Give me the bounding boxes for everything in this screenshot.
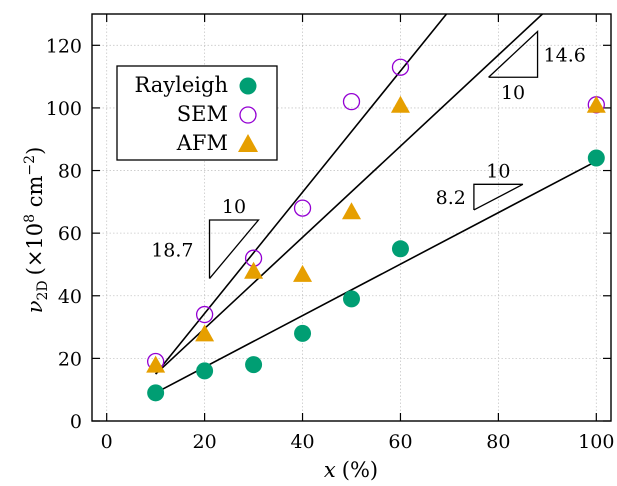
point-sem [342, 93, 361, 111]
x-axis-variable: x [324, 458, 336, 482]
y-axis-variable: ν [23, 300, 47, 313]
x-tick-label: 100 [578, 431, 614, 453]
y-axis-unit-exp: 8 [22, 214, 38, 223]
x-tick-labels: 0 20 40 60 80 100 [101, 431, 615, 453]
point-afm [390, 95, 410, 113]
fit-line [155, 13, 448, 375]
legend: Rayleigh SEM AFM [116, 65, 278, 161]
legend-label-sem: SEM [177, 102, 228, 126]
y-tick-label: 80 [58, 161, 82, 183]
point-sem [195, 305, 214, 324]
slope-triangle [488, 30, 539, 78]
point-afm [293, 264, 313, 282]
y-tick-label: 120 [46, 35, 82, 57]
point-afm [195, 324, 215, 342]
y-axis-subscript: 2D [35, 280, 51, 300]
point-afm [342, 202, 361, 220]
point-sem [391, 58, 410, 76]
y-axis-unit-pre: (×10 [23, 223, 47, 276]
y-tick-label: 20 [58, 348, 82, 370]
slope-rise-label: 8.2 [436, 187, 466, 209]
fit-line [155, 13, 543, 375]
y-tick-label: 40 [58, 286, 82, 308]
x-tick-label: 20 [193, 431, 217, 453]
x-tick-label: 80 [486, 431, 510, 453]
legend-label-rayleigh: Rayleigh [134, 73, 228, 97]
slope-run-label: 10 [501, 82, 525, 104]
slope-triangles: 10 18.7 10 14.6 10 8.2 [151, 30, 586, 279]
point-afm [146, 355, 166, 373]
slope-triangle [473, 183, 524, 211]
slope-triangle [208, 219, 260, 279]
slope-run-label: 10 [486, 160, 510, 182]
data-points [146, 58, 606, 402]
legend-marker-afm [238, 134, 258, 152]
fit-lines [155, 13, 597, 394]
y-tick-labels: 0 20 40 60 80 100 120 [46, 35, 82, 433]
fit-line [155, 160, 597, 394]
x-tick-label: 60 [388, 431, 412, 453]
plot-frame [91, 13, 612, 422]
point-afm [586, 95, 606, 113]
point-rayleigh [343, 290, 360, 308]
y-axis-label: ν2D (×108 cm−2) [22, 147, 51, 314]
point-rayleigh [196, 362, 214, 380]
point-rayleigh [147, 384, 165, 402]
point-rayleigh [587, 149, 605, 167]
axis-ticks [92, 14, 611, 422]
point-rayleigh [391, 240, 409, 258]
slope-rise-label: 14.6 [544, 44, 586, 66]
slope-run-label: 10 [222, 196, 246, 218]
legend-marker-rayleigh [239, 77, 257, 95]
y-axis-unit-mid: cm [23, 175, 47, 213]
point-rayleigh [245, 356, 263, 374]
point-sem [293, 199, 312, 217]
y-axis-unit-exp2: −2 [22, 155, 38, 176]
x-tick-label: 40 [290, 431, 314, 453]
y-tick-label: 60 [58, 223, 82, 245]
x-axis-label: x (%) [324, 458, 378, 482]
y-tick-label: 0 [70, 411, 82, 433]
x-tick-label: 0 [101, 431, 113, 453]
legend-label-afm: AFM [176, 131, 228, 155]
y-tick-label: 100 [46, 98, 82, 120]
point-afm [244, 261, 264, 279]
legend-marker-sem [239, 106, 257, 124]
x-axis-unit: (%) [342, 458, 378, 482]
slope-rise-label: 18.7 [151, 239, 193, 261]
point-rayleigh [294, 324, 312, 342]
y-axis-unit-post: ) [23, 147, 47, 155]
